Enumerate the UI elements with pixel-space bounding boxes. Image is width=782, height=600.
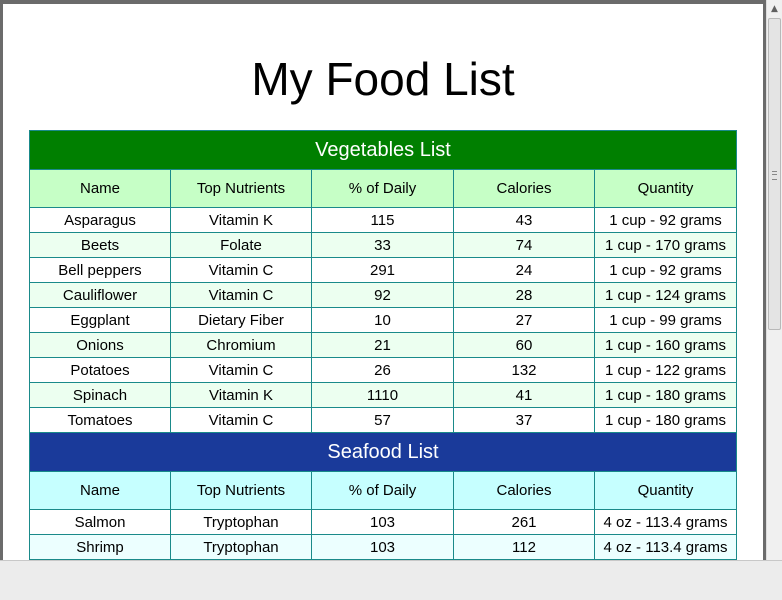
cell-name: Shrimp (29, 534, 171, 560)
cell-quantity: 4 oz - 113.4 grams (593, 509, 738, 535)
cell-percent-daily: 10 (311, 307, 454, 333)
vegetable-row: Bell peppers Vitamin C 291 24 1 cup - 92 gra… (29, 257, 738, 283)
cell-quantity: 1 cup - 180 grams (593, 407, 738, 433)
cell-calories: 27 (453, 307, 595, 333)
cell-percent-daily: 57 (311, 407, 454, 433)
cell-name: Eggplant (29, 307, 171, 333)
vegetable-row: Tomatoes Vitamin C 57 37 1 cup - 180 grams (29, 407, 738, 433)
column-header-calories: Calories (453, 169, 595, 208)
cell-percent-daily: 26 (311, 357, 454, 383)
status-bar (0, 560, 782, 600)
vegetable-row: Asparagus Vitamin K 115 43 1 cup - 92 grams (29, 207, 738, 233)
cell-calories: 60 (453, 332, 595, 358)
cell-top-nutrients: Vitamin K (170, 207, 312, 233)
column-header-calories: Calories (453, 471, 595, 510)
cell-name: Onions (29, 332, 171, 358)
cell-name: Tomatoes (29, 407, 171, 433)
cell-top-nutrients: Dietary Fiber (170, 307, 312, 333)
seafood-section-title: Seafood List (28, 432, 738, 472)
vegetable-row: Onions Chromium 21 60 1 cup - 160 grams (29, 332, 738, 358)
page-title: My Food List (251, 53, 515, 105)
cell-quantity: 1 cup - 92 grams (593, 207, 738, 233)
cell-calories: 43 (453, 207, 595, 233)
column-header-name: Name (29, 471, 171, 510)
seafood-row: Salmon Tryptophan 103 261 4 oz - 113.4 grams (29, 509, 738, 535)
cell-calories: 37 (453, 407, 595, 433)
window-border-left (0, 0, 3, 560)
vegetable-row: Beets Folate 33 74 1 cup - 170 grams (29, 232, 738, 258)
cell-name: Salmon (29, 509, 171, 535)
cell-calories: 24 (453, 257, 595, 283)
cell-quantity: 1 cup - 99 grams (593, 307, 738, 333)
cell-top-nutrients: Vitamin C (170, 357, 312, 383)
cell-name: Spinach (29, 382, 171, 408)
cell-name: Asparagus (29, 207, 171, 233)
cell-percent-daily: 33 (311, 232, 454, 258)
scroll-up-arrow-icon[interactable]: ▲ (771, 4, 778, 14)
column-header-quantity: Quantity (593, 169, 738, 208)
column-header-percent-daily: % of Daily (311, 169, 454, 208)
column-header-name: Name (29, 169, 171, 208)
cell-quantity: 1 cup - 160 grams (593, 332, 738, 358)
cell-top-nutrients: Chromium (170, 332, 312, 358)
cell-top-nutrients: Folate (170, 232, 312, 258)
cell-top-nutrients: Vitamin C (170, 282, 312, 308)
cell-percent-daily: 103 (311, 534, 454, 560)
column-header-top-nutrients: Top Nutrients (170, 169, 312, 208)
cell-top-nutrients: Vitamin K (170, 382, 312, 408)
column-header-percent-daily: % of Daily (311, 471, 454, 510)
cell-top-nutrients: Tryptophan (170, 534, 312, 560)
cell-quantity: 1 cup - 122 grams (593, 357, 738, 383)
cell-calories: 132 (453, 357, 595, 383)
cell-quantity: 4 oz - 113.4 grams (593, 534, 738, 560)
page-viewport: My Food List Vegetables List Name Top Nu… (3, 4, 763, 560)
cell-name: Potatoes (29, 357, 171, 383)
vegetables-column-headers: Name Top Nutrients % of Daily Calories Q… (29, 169, 738, 208)
seafood-row: Shrimp Tryptophan 103 112 4 oz - 113.4 grams (29, 534, 738, 560)
cell-quantity: 1 cup - 124 grams (593, 282, 738, 308)
cell-percent-daily: 291 (311, 257, 454, 283)
vegetable-row: Cauliflower Vitamin C 92 28 1 cup - 124 gram… (29, 282, 738, 308)
cell-calories: 28 (453, 282, 595, 308)
cell-quantity: 1 cup - 180 grams (593, 382, 738, 408)
window-border-right (763, 0, 766, 560)
cell-top-nutrients: Vitamin C (170, 257, 312, 283)
cell-percent-daily: 115 (311, 207, 454, 233)
window-border-top (0, 0, 766, 4)
vegetable-row: Potatoes Vitamin C 26 132 1 cup - 122 grams (29, 357, 738, 383)
cell-percent-daily: 92 (311, 282, 454, 308)
cell-name: Cauliflower (29, 282, 171, 308)
cell-quantity: 1 cup - 92 grams (593, 257, 738, 283)
vegetable-row: Spinach Vitamin K 1110 41 1 cup - 180 grams (29, 382, 738, 408)
cell-top-nutrients: Tryptophan (170, 509, 312, 535)
cell-percent-daily: 1110 (311, 382, 454, 408)
cell-top-nutrients: Vitamin C (170, 407, 312, 433)
cell-name: Beets (29, 232, 171, 258)
cell-calories: 41 (453, 382, 595, 408)
seafood-section-header: Seafood List (28, 432, 738, 472)
cell-percent-daily: 103 (311, 509, 454, 535)
cell-quantity: 1 cup - 170 grams (593, 232, 738, 258)
seafood-column-headers: Name Top Nutrients % of Daily Calories Q… (29, 471, 738, 510)
cell-calories: 261 (453, 509, 595, 535)
vegetables-section-header: Vegetables List (28, 130, 738, 170)
scrollbar-grip-icon (772, 171, 777, 180)
column-header-quantity: Quantity (593, 471, 738, 510)
cell-name: Bell peppers (29, 257, 171, 283)
column-header-top-nutrients: Top Nutrients (170, 471, 312, 510)
vegetables-section-title: Vegetables List (28, 130, 738, 170)
cell-calories: 74 (453, 232, 595, 258)
vertical-scrollbar[interactable]: ▲ (766, 0, 782, 560)
vegetable-row: Eggplant Dietary Fiber 10 27 1 cup - 99 gram… (29, 307, 738, 333)
scrollbar-thumb[interactable] (768, 18, 781, 330)
food-table: Vegetables List Name Top Nutrients % of … (28, 130, 738, 560)
cell-calories: 112 (453, 534, 595, 560)
cell-percent-daily: 21 (311, 332, 454, 358)
